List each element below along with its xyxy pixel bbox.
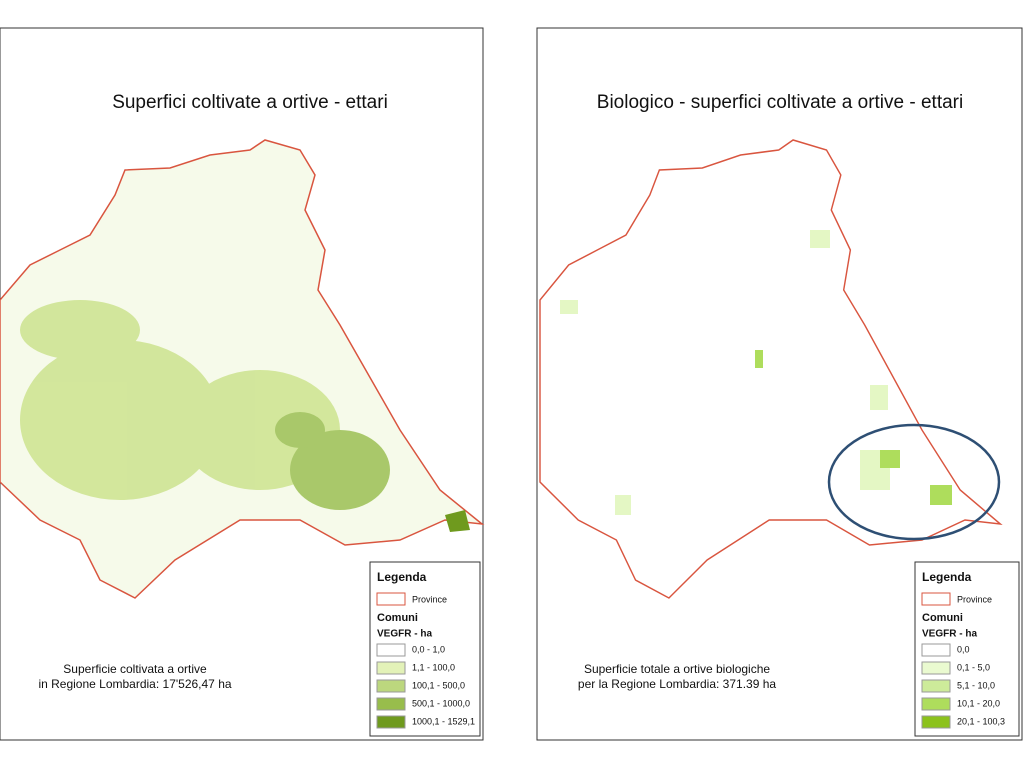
legend-label: 0,0 (957, 644, 970, 654)
caption: Superficie coltivata a ortive (63, 662, 207, 676)
legend: Legenda Province Comuni VEGFR - ha 0,0 - 1,0… (369, 561, 481, 737)
caption: in Regione Lombardia: 17'526,47 ha (38, 677, 231, 691)
legend-swatch (921, 592, 951, 606)
legend-heading: VEGFR - ha (922, 629, 977, 640)
legend-swatch (376, 643, 406, 657)
legend-label: 100,1 - 500,0 (412, 680, 465, 690)
legend-heading: Comuni (922, 612, 963, 624)
map-panel: Biologico - superfici coltivate a ortive… (536, 27, 1023, 741)
legend-swatch (921, 679, 951, 693)
choropleth-patches (755, 350, 952, 505)
legend-swatch (376, 715, 406, 729)
caption: per la Regione Lombardia: 371.39 ha (578, 677, 776, 691)
legend-title: Legenda (922, 570, 972, 584)
choropleth-patches (275, 412, 390, 510)
choropleth-patches (20, 300, 340, 500)
legend-swatch (376, 697, 406, 711)
legend-label: 500,1 - 1000,0 (412, 698, 470, 708)
legend-label: Province (957, 594, 992, 604)
choropleth-patch (445, 510, 470, 532)
legend-label: Province (412, 594, 447, 604)
choropleth-patches (560, 230, 890, 515)
legend-swatch (921, 697, 951, 711)
legend-swatch (376, 592, 406, 606)
legend-swatch (921, 661, 951, 675)
legend-label: 1000,1 - 1529,1 (412, 716, 475, 726)
legend-heading: Comuni (377, 612, 418, 624)
map-title: Biologico - superfici coltivate a ortive… (597, 92, 963, 113)
legend-swatch (376, 661, 406, 675)
legend-label: 5,1 - 10,0 (957, 680, 995, 690)
legend-label: 0,0 - 1,0 (412, 644, 445, 654)
legend-swatch (921, 643, 951, 657)
highlight-ellipse (827, 423, 1001, 541)
caption: Superficie totale a ortive biologiche (584, 662, 770, 676)
map-panel: Superfici coltivate a ortive - ettari Su… (0, 27, 484, 741)
legend-swatch (921, 715, 951, 729)
legend-label: 1,1 - 100,0 (412, 662, 455, 672)
legend-swatch (376, 679, 406, 693)
legend-heading: VEGFR - ha (377, 629, 432, 640)
legend-title: Legenda (377, 570, 427, 584)
legend: Legenda Province Comuni VEGFR - ha 0,0 0,1 - … (914, 561, 1020, 737)
map-title: Superfici coltivate a ortive - ettari (112, 92, 388, 113)
legend-label: 0,1 - 5,0 (957, 662, 990, 672)
legend-label: 10,1 - 20,0 (957, 698, 1000, 708)
legend-label: 20,1 - 100,3 (957, 716, 1005, 726)
